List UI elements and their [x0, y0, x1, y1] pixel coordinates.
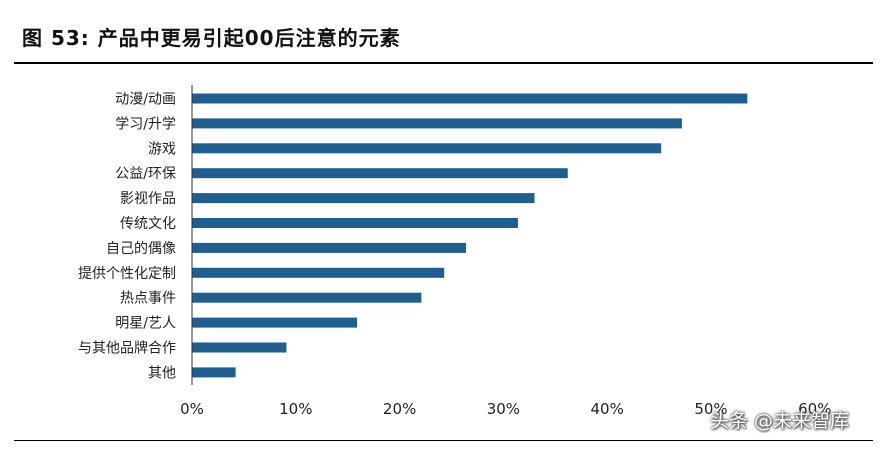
x-tick-label-1: 10% [279, 400, 312, 418]
bar-5 [192, 218, 518, 228]
category-label-10: 与其他品牌合作 [78, 340, 176, 357]
bar-8 [192, 292, 422, 303]
category-label-4: 影视作品 [120, 191, 176, 207]
bar-7 [192, 267, 445, 278]
category-label-7: 提供个性化定制 [78, 266, 176, 282]
chart-title: 图 53: 产品中更易引起00后注意的元素 [22, 26, 401, 50]
bar-2 [192, 143, 662, 154]
bar-11 [192, 367, 236, 378]
category-label-6: 自己的偶像 [106, 241, 176, 257]
bar-6 [192, 242, 467, 253]
category-label-11: 其他 [148, 365, 176, 381]
category-label-0: 动漫/动画 [115, 92, 176, 108]
bar-3 [192, 168, 568, 179]
x-tick-label-4: 40% [591, 400, 624, 418]
bar-0 [192, 93, 748, 104]
x-tick-label-6: 60% [798, 400, 831, 418]
x-tick-label-3: 30% [487, 400, 520, 418]
x-tick-label-0: 0% [180, 400, 204, 418]
x-tick-label-5: 50% [694, 400, 727, 418]
category-label-3: 公益/环保 [115, 166, 176, 182]
category-label-1: 学习/升学 [115, 116, 176, 132]
title-rule [14, 62, 873, 64]
bottom-rule [14, 440, 873, 441]
category-label-9: 明星/艺人 [115, 316, 176, 332]
category-label-5: 传统文化 [120, 216, 176, 232]
bar-4 [192, 193, 535, 204]
category-label-8: 热点事件 [120, 291, 176, 307]
x-tick-label-2: 20% [383, 400, 416, 418]
category-labels: 动漫/动画学习/升学游戏公益/环保影视作品传统文化自己的偶像提供个性化定制热点事… [78, 92, 176, 382]
bar-10 [192, 342, 287, 353]
x-tick-labels: 0% 10% 20% 30% 40% 50% 60% [180, 400, 831, 418]
category-label-2: 游戏 [148, 141, 176, 157]
watermark: 头条 @未来智库 [710, 410, 850, 432]
bars-group [192, 93, 748, 378]
bar-9 [192, 317, 358, 328]
bar-1 [192, 118, 682, 129]
